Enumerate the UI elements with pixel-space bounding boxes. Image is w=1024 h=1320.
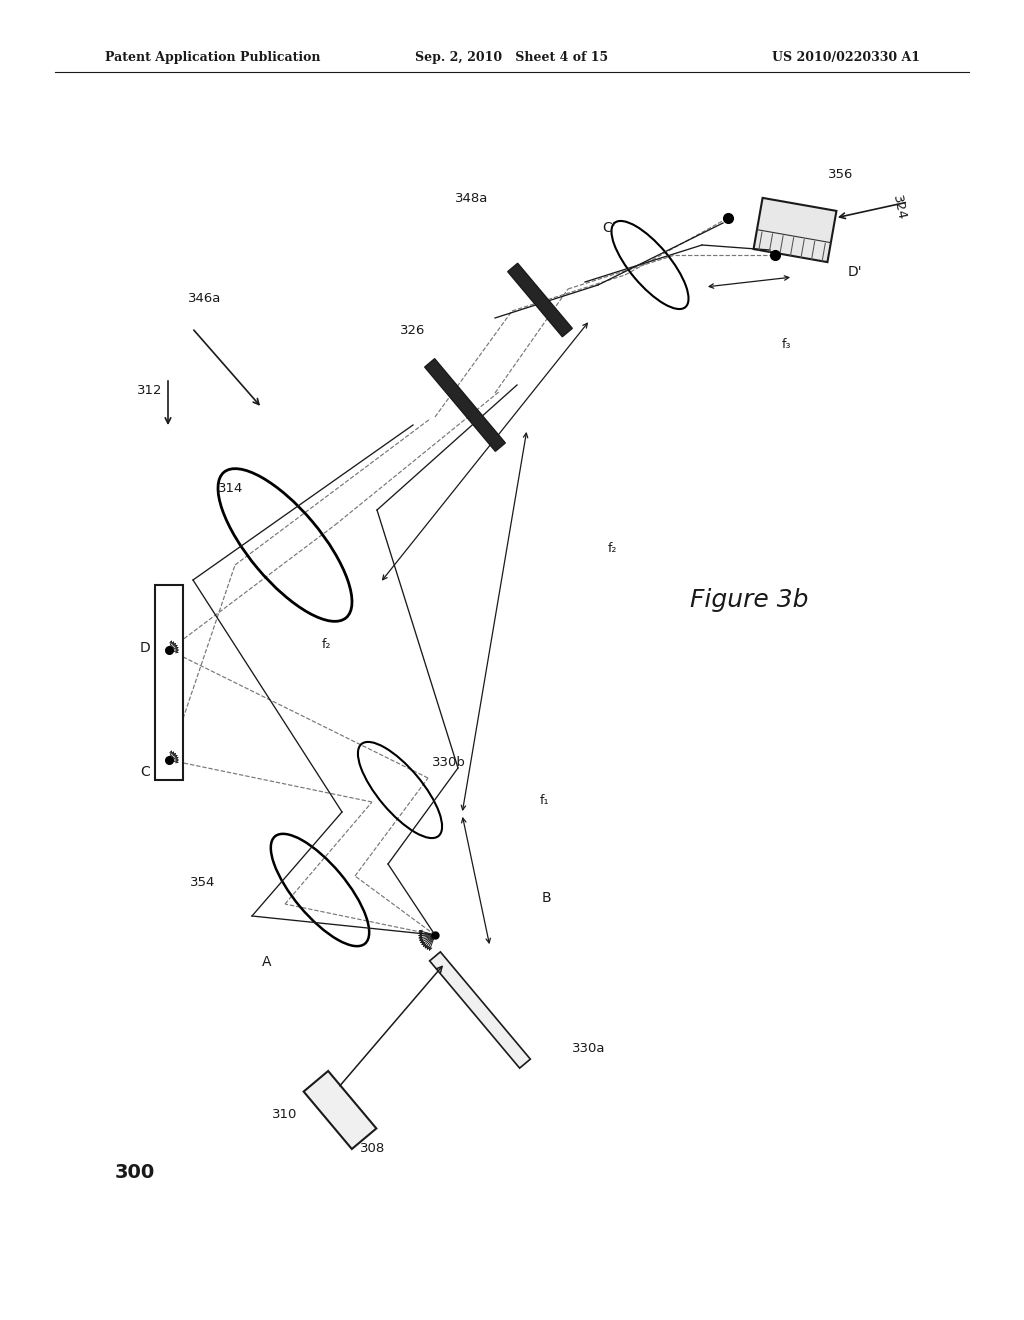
Text: US 2010/0220330 A1: US 2010/0220330 A1 bbox=[772, 51, 920, 65]
Text: Figure 3b: Figure 3b bbox=[690, 587, 809, 612]
Text: 300: 300 bbox=[115, 1163, 156, 1181]
Text: D': D' bbox=[848, 265, 862, 279]
Text: f₂: f₂ bbox=[608, 541, 617, 554]
Text: Patent Application Publication: Patent Application Publication bbox=[105, 51, 321, 65]
Text: f₃: f₃ bbox=[782, 338, 792, 351]
Polygon shape bbox=[304, 1071, 377, 1148]
Text: 308: 308 bbox=[360, 1142, 385, 1155]
Text: Sep. 2, 2010   Sheet 4 of 15: Sep. 2, 2010 Sheet 4 of 15 bbox=[416, 51, 608, 65]
Polygon shape bbox=[425, 359, 505, 451]
Text: 330a: 330a bbox=[572, 1041, 605, 1055]
Text: 348a: 348a bbox=[455, 191, 488, 205]
Text: D: D bbox=[140, 642, 151, 655]
Text: f₂: f₂ bbox=[322, 639, 332, 652]
Text: 314: 314 bbox=[218, 482, 244, 495]
Text: 312: 312 bbox=[137, 384, 163, 396]
Bar bbox=[155, 585, 183, 780]
Text: A: A bbox=[262, 954, 271, 969]
Text: 346a: 346a bbox=[188, 292, 221, 305]
Text: C': C' bbox=[602, 220, 615, 235]
Polygon shape bbox=[754, 198, 837, 263]
Text: 354: 354 bbox=[190, 875, 215, 888]
Text: 326: 326 bbox=[400, 323, 425, 337]
Polygon shape bbox=[430, 952, 530, 1068]
Text: 356: 356 bbox=[828, 169, 853, 181]
Text: 324: 324 bbox=[890, 194, 908, 222]
Text: f₁: f₁ bbox=[540, 793, 550, 807]
Text: B: B bbox=[542, 891, 552, 906]
Text: 310: 310 bbox=[272, 1109, 297, 1122]
Text: C: C bbox=[140, 766, 150, 779]
Polygon shape bbox=[508, 263, 572, 337]
Text: 330b: 330b bbox=[432, 755, 466, 768]
